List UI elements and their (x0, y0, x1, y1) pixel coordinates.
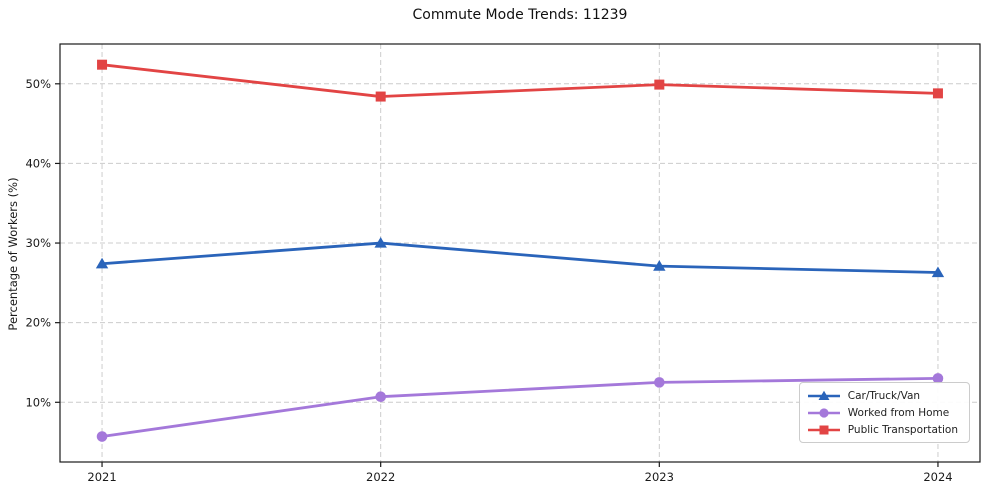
x-tick-label: 2021 (87, 470, 116, 484)
legend-label: Worked from Home (847, 406, 950, 419)
series-line-public-transportation (100, 63, 940, 98)
y-tick-label: 40% (25, 156, 51, 170)
square-marker (97, 59, 108, 70)
y-tick-label: 20% (25, 316, 51, 330)
square-marker (654, 79, 665, 90)
legend-label: Public Transportation (847, 423, 958, 436)
legend-item-car-truck-van: Car/Truck/Van (807, 388, 958, 403)
legend-triangle-line-icon (807, 390, 840, 400)
square-marker (375, 91, 386, 102)
triangle-marker (931, 266, 945, 278)
circle-marker (375, 391, 386, 403)
legend-square-line-icon (807, 425, 840, 434)
y-tick-label: 50% (25, 77, 51, 91)
legend-label: Car/Truck/Van (847, 389, 921, 402)
circle-marker (932, 373, 944, 384)
series-line-worked-from-home (100, 376, 940, 438)
square-marker (932, 88, 943, 99)
axes-frame (59, 43, 981, 463)
legend-circle-line-icon (807, 407, 840, 418)
triangle-marker (95, 257, 109, 269)
circle-marker (654, 377, 665, 388)
series-line-car-truck-van (100, 241, 940, 274)
x-tick-label: 2022 (366, 470, 395, 484)
square-marker (819, 425, 829, 434)
circle-marker (819, 407, 829, 418)
x-tick-label: 2023 (645, 470, 674, 484)
triangle-marker (653, 260, 666, 271)
circle-marker (96, 431, 108, 442)
triangle-marker (374, 237, 387, 248)
legend-item-worked-from-home: Worked from Home (807, 405, 958, 420)
y-tick-label: 10% (25, 395, 51, 409)
chart-title: Commute Mode Trends: 11239 (412, 7, 628, 23)
triangle-marker (818, 390, 830, 400)
legend: Car/Truck/Van Worked from Home Public Tr… (798, 382, 970, 443)
x-tick-label: 2024 (923, 470, 952, 484)
y-tick-label: 30% (25, 236, 51, 250)
legend-item-public-transportation: Public Transportation (807, 422, 958, 437)
